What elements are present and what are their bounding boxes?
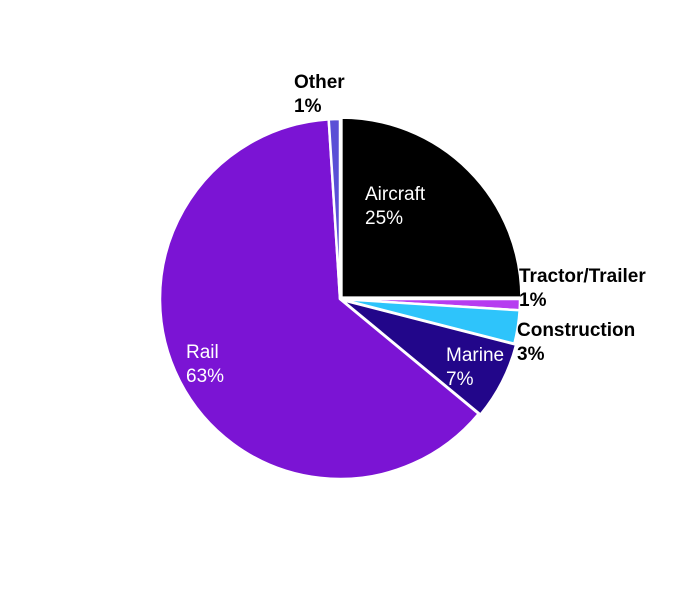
pie-slice-aircraft bbox=[340, 116, 523, 299]
data-label-construction: Construction 3% bbox=[517, 320, 635, 365]
pie-slice-other bbox=[327, 117, 342, 300]
data-label-rail: Rail 63% bbox=[186, 342, 224, 387]
pie-slice-marine bbox=[340, 298, 518, 417]
data-label-marine: Marine 7% bbox=[446, 345, 504, 390]
data-label-tractor-trailer: Tractor/Trailer 1% bbox=[519, 266, 646, 311]
pie-slice-rail bbox=[158, 118, 481, 481]
data-label-other: Other 1% bbox=[294, 72, 345, 117]
data-label-aircraft: Aircraft 25% bbox=[365, 184, 426, 229]
